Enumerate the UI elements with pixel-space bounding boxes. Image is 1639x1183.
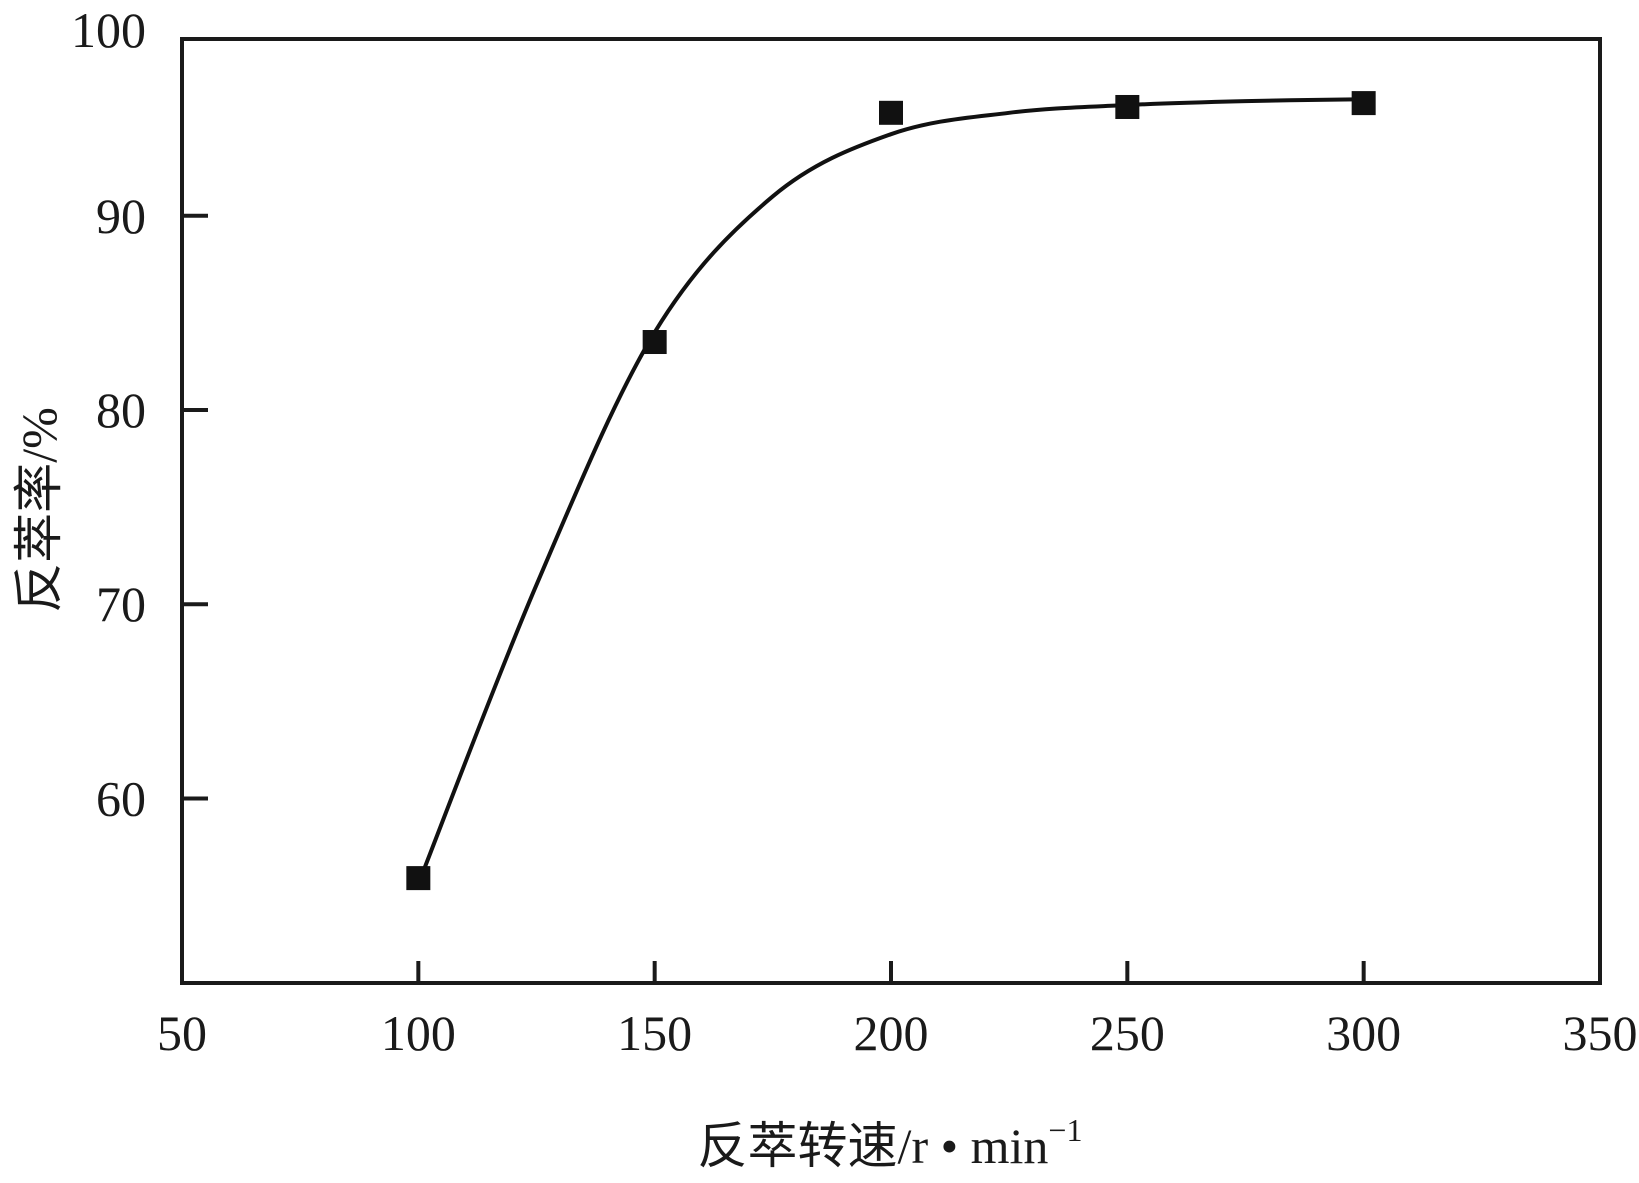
y-tick-label: 90 [96, 188, 146, 244]
y-tick-label: 80 [96, 382, 146, 438]
x-tick-label: 50 [157, 1005, 207, 1061]
plot-frame [180, 37, 1602, 985]
x-tick-label: 150 [617, 1005, 692, 1061]
data-point [1115, 94, 1140, 119]
x-tick-label: 100 [381, 1005, 456, 1061]
x-tick-label: 350 [1563, 1005, 1638, 1061]
fit-curve [416, 97, 1364, 885]
data-point [1351, 91, 1376, 116]
data-point [642, 330, 667, 355]
data-point [879, 100, 903, 125]
x-axis-label: 反萃转速/r • min−1 [698, 1112, 1083, 1174]
y-tick-label: 60 [96, 770, 146, 826]
y-tick-label: 70 [96, 576, 146, 632]
x-tick-label: 200 [854, 1005, 929, 1061]
y-tick-label: 100 [71, 2, 146, 58]
x-tick-label: 300 [1326, 1005, 1401, 1061]
x-tick-label: 250 [1090, 1005, 1165, 1061]
data-point [406, 866, 431, 891]
x-axis-label-superscript: −1 [1048, 1112, 1082, 1148]
y-axis-label: 反萃率/% [11, 407, 67, 613]
